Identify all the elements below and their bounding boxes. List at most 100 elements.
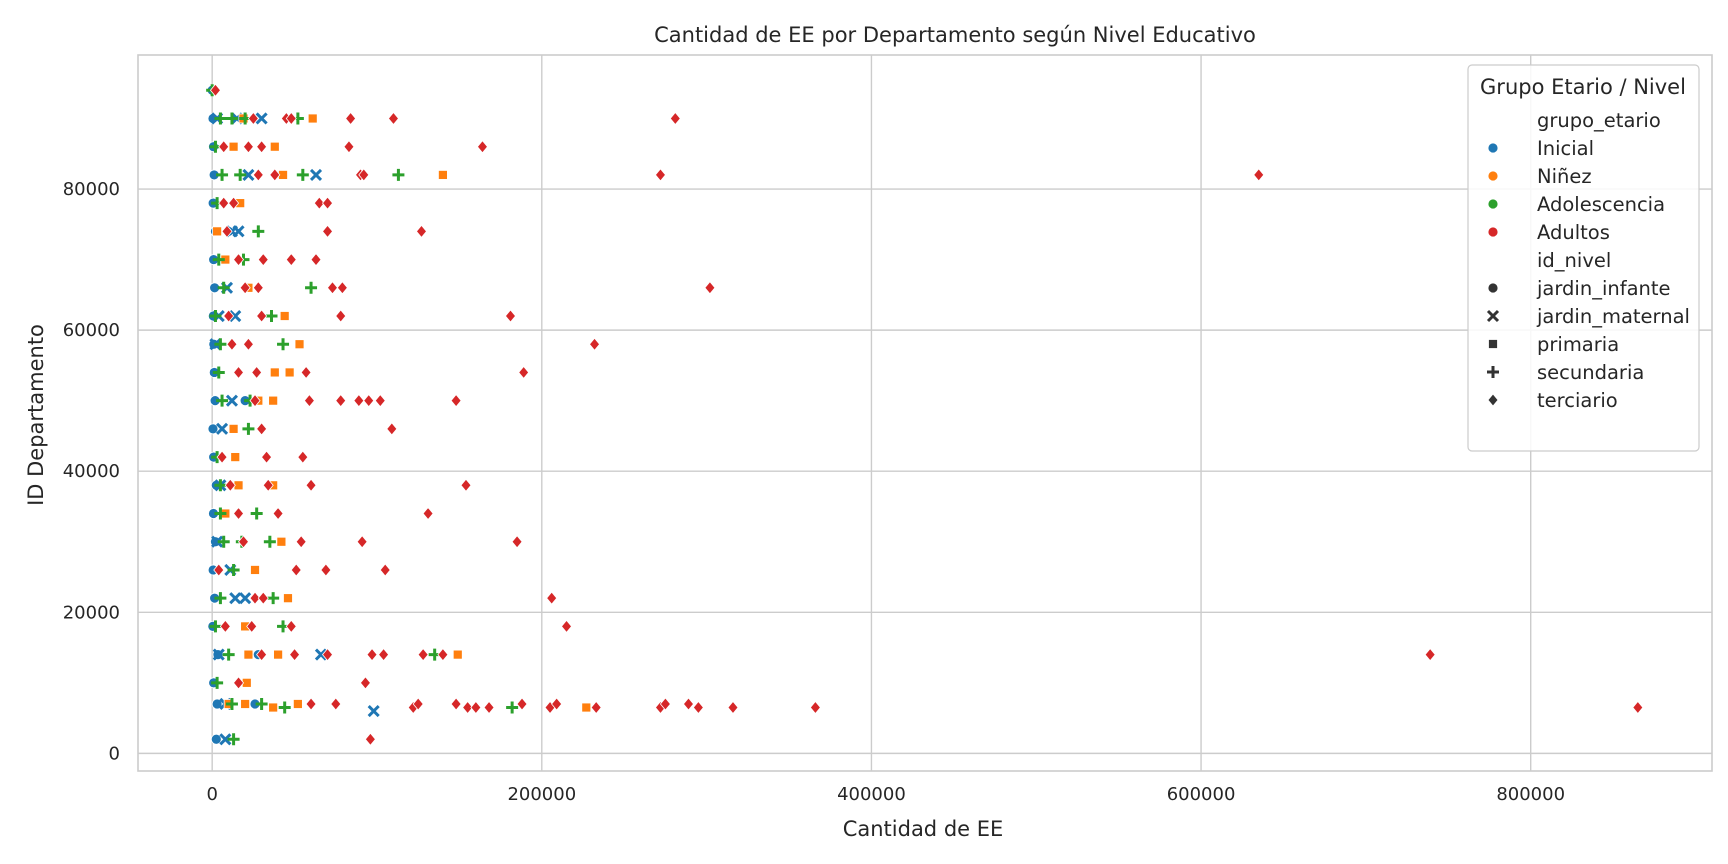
- data-point: [214, 592, 227, 605]
- data-point: [386, 422, 398, 436]
- data-point: [356, 535, 368, 549]
- data-point: [212, 648, 225, 661]
- y-tick-label: 20000: [63, 602, 120, 623]
- data-point: [462, 700, 474, 715]
- data-point: [313, 196, 325, 210]
- data-point: [322, 224, 334, 238]
- data-point: [209, 310, 222, 323]
- data-point: [727, 700, 739, 715]
- data-point: [809, 700, 821, 715]
- data-point: [303, 394, 315, 408]
- data-point: [215, 422, 229, 435]
- data-point: [450, 394, 462, 408]
- data-point: [242, 422, 255, 435]
- data-point: [227, 733, 240, 746]
- data-point: [242, 337, 254, 351]
- legend-marker-icon: [1487, 226, 1499, 238]
- data-point: [212, 253, 225, 266]
- data-point: [692, 700, 704, 715]
- data-point: [285, 252, 297, 267]
- x-tick-label: 200000: [507, 784, 576, 805]
- data-point: [255, 112, 268, 125]
- data-point: [228, 196, 240, 210]
- data-point: [285, 111, 297, 126]
- x-tick-label: 600000: [1167, 784, 1236, 805]
- data-point: [269, 367, 280, 378]
- data-point: [216, 450, 228, 464]
- data-point: [335, 394, 347, 408]
- data-point: [294, 339, 305, 350]
- data-point: [262, 478, 274, 492]
- data-point: [659, 697, 671, 711]
- data-point: [222, 648, 235, 661]
- data-point: [225, 394, 239, 407]
- data-point: [277, 338, 290, 351]
- data-point: [228, 423, 239, 434]
- chart-title: Cantidad de EE por Departamento según Ni…: [654, 23, 1256, 47]
- data-point: [214, 507, 227, 520]
- data-point: [232, 225, 245, 238]
- data-point: [412, 697, 424, 711]
- data-point: [1424, 647, 1436, 662]
- y-tick-label: 80000: [63, 179, 120, 200]
- data-point: [590, 700, 602, 715]
- data-point: [249, 591, 261, 605]
- data-point: [252, 225, 265, 238]
- data-point: [209, 83, 221, 97]
- data-point: [228, 141, 239, 152]
- data-point: [353, 394, 365, 408]
- data-point: [363, 394, 375, 408]
- data-point: [669, 111, 681, 126]
- data-point: [272, 506, 284, 521]
- data-point: [233, 506, 245, 521]
- data-point: [322, 647, 334, 662]
- data-point: [257, 591, 269, 605]
- data-point: [239, 592, 252, 605]
- data-point: [561, 619, 573, 634]
- data-point: [551, 697, 563, 711]
- data-point: [310, 252, 322, 267]
- data-point: [261, 450, 273, 464]
- data-point: [379, 563, 391, 577]
- data-point: [1253, 168, 1265, 182]
- data-point: [320, 563, 332, 577]
- data-point: [225, 112, 238, 125]
- data-point: [240, 699, 251, 709]
- data-point: [417, 647, 429, 662]
- data-point: [246, 619, 258, 634]
- data-point: [309, 168, 323, 181]
- data-point: [255, 697, 268, 710]
- data-point: [218, 140, 230, 154]
- legend-marker-icon: [1487, 282, 1499, 294]
- x-tick-label: 400000: [837, 784, 906, 805]
- data-point: [300, 365, 312, 380]
- legend-marker-icon: [1488, 339, 1498, 349]
- data-point: [460, 478, 472, 492]
- data-point: [438, 170, 448, 180]
- legend-entries: grupo_etario Inicial Niñez Adolescencia Adul…: [1486, 109, 1690, 412]
- legend-item-label: Adolescencia: [1537, 193, 1665, 216]
- data-point: [511, 535, 523, 549]
- data-point: [476, 140, 488, 154]
- data-point: [292, 699, 303, 709]
- data-point: [276, 536, 287, 547]
- y-tick-label: 40000: [63, 461, 120, 482]
- data-point: [230, 452, 241, 462]
- data-point: [364, 732, 376, 746]
- legend-title: Grupo Etario / Nivel: [1480, 75, 1686, 99]
- data-point: [326, 281, 339, 295]
- legend-subtitle-nivel: id_nivel: [1537, 249, 1611, 272]
- data-point: [295, 535, 307, 549]
- legend-box: [1467, 64, 1700, 452]
- data-point: [219, 733, 232, 746]
- data-point: [226, 337, 238, 351]
- data-point: [359, 676, 371, 690]
- data-point: [250, 565, 260, 575]
- data-point: [211, 535, 224, 548]
- data-point: [256, 422, 268, 436]
- x-axis-title: Cantidad de EE: [843, 817, 1004, 841]
- data-point: [378, 647, 390, 662]
- data-point: [239, 281, 251, 295]
- data-point: [214, 338, 227, 351]
- data-point: [307, 113, 318, 124]
